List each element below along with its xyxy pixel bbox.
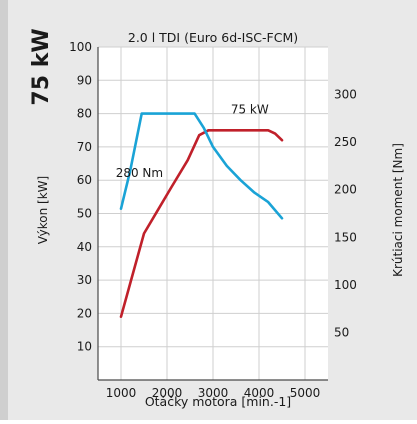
y-left-tick-label: 60 [77, 173, 92, 187]
sidebar-strip [0, 0, 8, 420]
y-left-tick-label: 90 [77, 73, 92, 87]
x-tick-label: 4000 [244, 386, 275, 400]
y-right-tick-label: 250 [334, 135, 357, 149]
y-left-tick-label: 100 [69, 40, 92, 54]
y-left-tick-label: 20 [77, 306, 92, 320]
y-left-tick-label: 50 [77, 207, 92, 221]
x-tick-label: 5000 [290, 386, 321, 400]
y-left-tick-label: 70 [77, 140, 92, 154]
x-tick-label: 3000 [198, 386, 229, 400]
right-axis-title: Krútiaci moment [Nm] [391, 143, 405, 277]
y-left-tick-label: 40 [77, 240, 92, 254]
series-line-power [119, 129, 284, 318]
axis-layer [97, 47, 328, 381]
y-right-tick-label: 300 [334, 88, 357, 102]
series-layer [119, 112, 284, 318]
left-axis-title: Výkon [kW] [36, 176, 50, 244]
y-right-tick-label: 150 [334, 230, 357, 244]
y-left-tick-label: 10 [77, 340, 92, 354]
y-right-tick-label: 100 [334, 278, 357, 292]
annotation-layer: 75 kW 280 Nm [116, 103, 269, 180]
series-line-torque [119, 112, 284, 220]
y-right-tick-label: 200 [334, 183, 357, 197]
x-axis-title: Otáčky motora [min.-1] [145, 394, 291, 409]
headline-power: 75 kW [29, 28, 54, 105]
y-left-tick-label: 30 [77, 273, 92, 287]
chart-title: 2.0 l TDI (Euro 6d-ISC-FCM) [128, 30, 298, 45]
y-right-tick-label: 50 [334, 325, 349, 339]
series-annotation-label: 75 kW [231, 103, 269, 117]
y-left-tick-label: 80 [77, 107, 92, 121]
x-tick-label: 2000 [152, 386, 183, 400]
tick-label-layer: 1000 2000 3000 4000 5000 10 20 30 40 50 60 70 80 90 10… [69, 40, 357, 400]
series-annotation-label: 280 Nm [116, 166, 163, 180]
x-tick-label: 1000 [106, 386, 137, 400]
